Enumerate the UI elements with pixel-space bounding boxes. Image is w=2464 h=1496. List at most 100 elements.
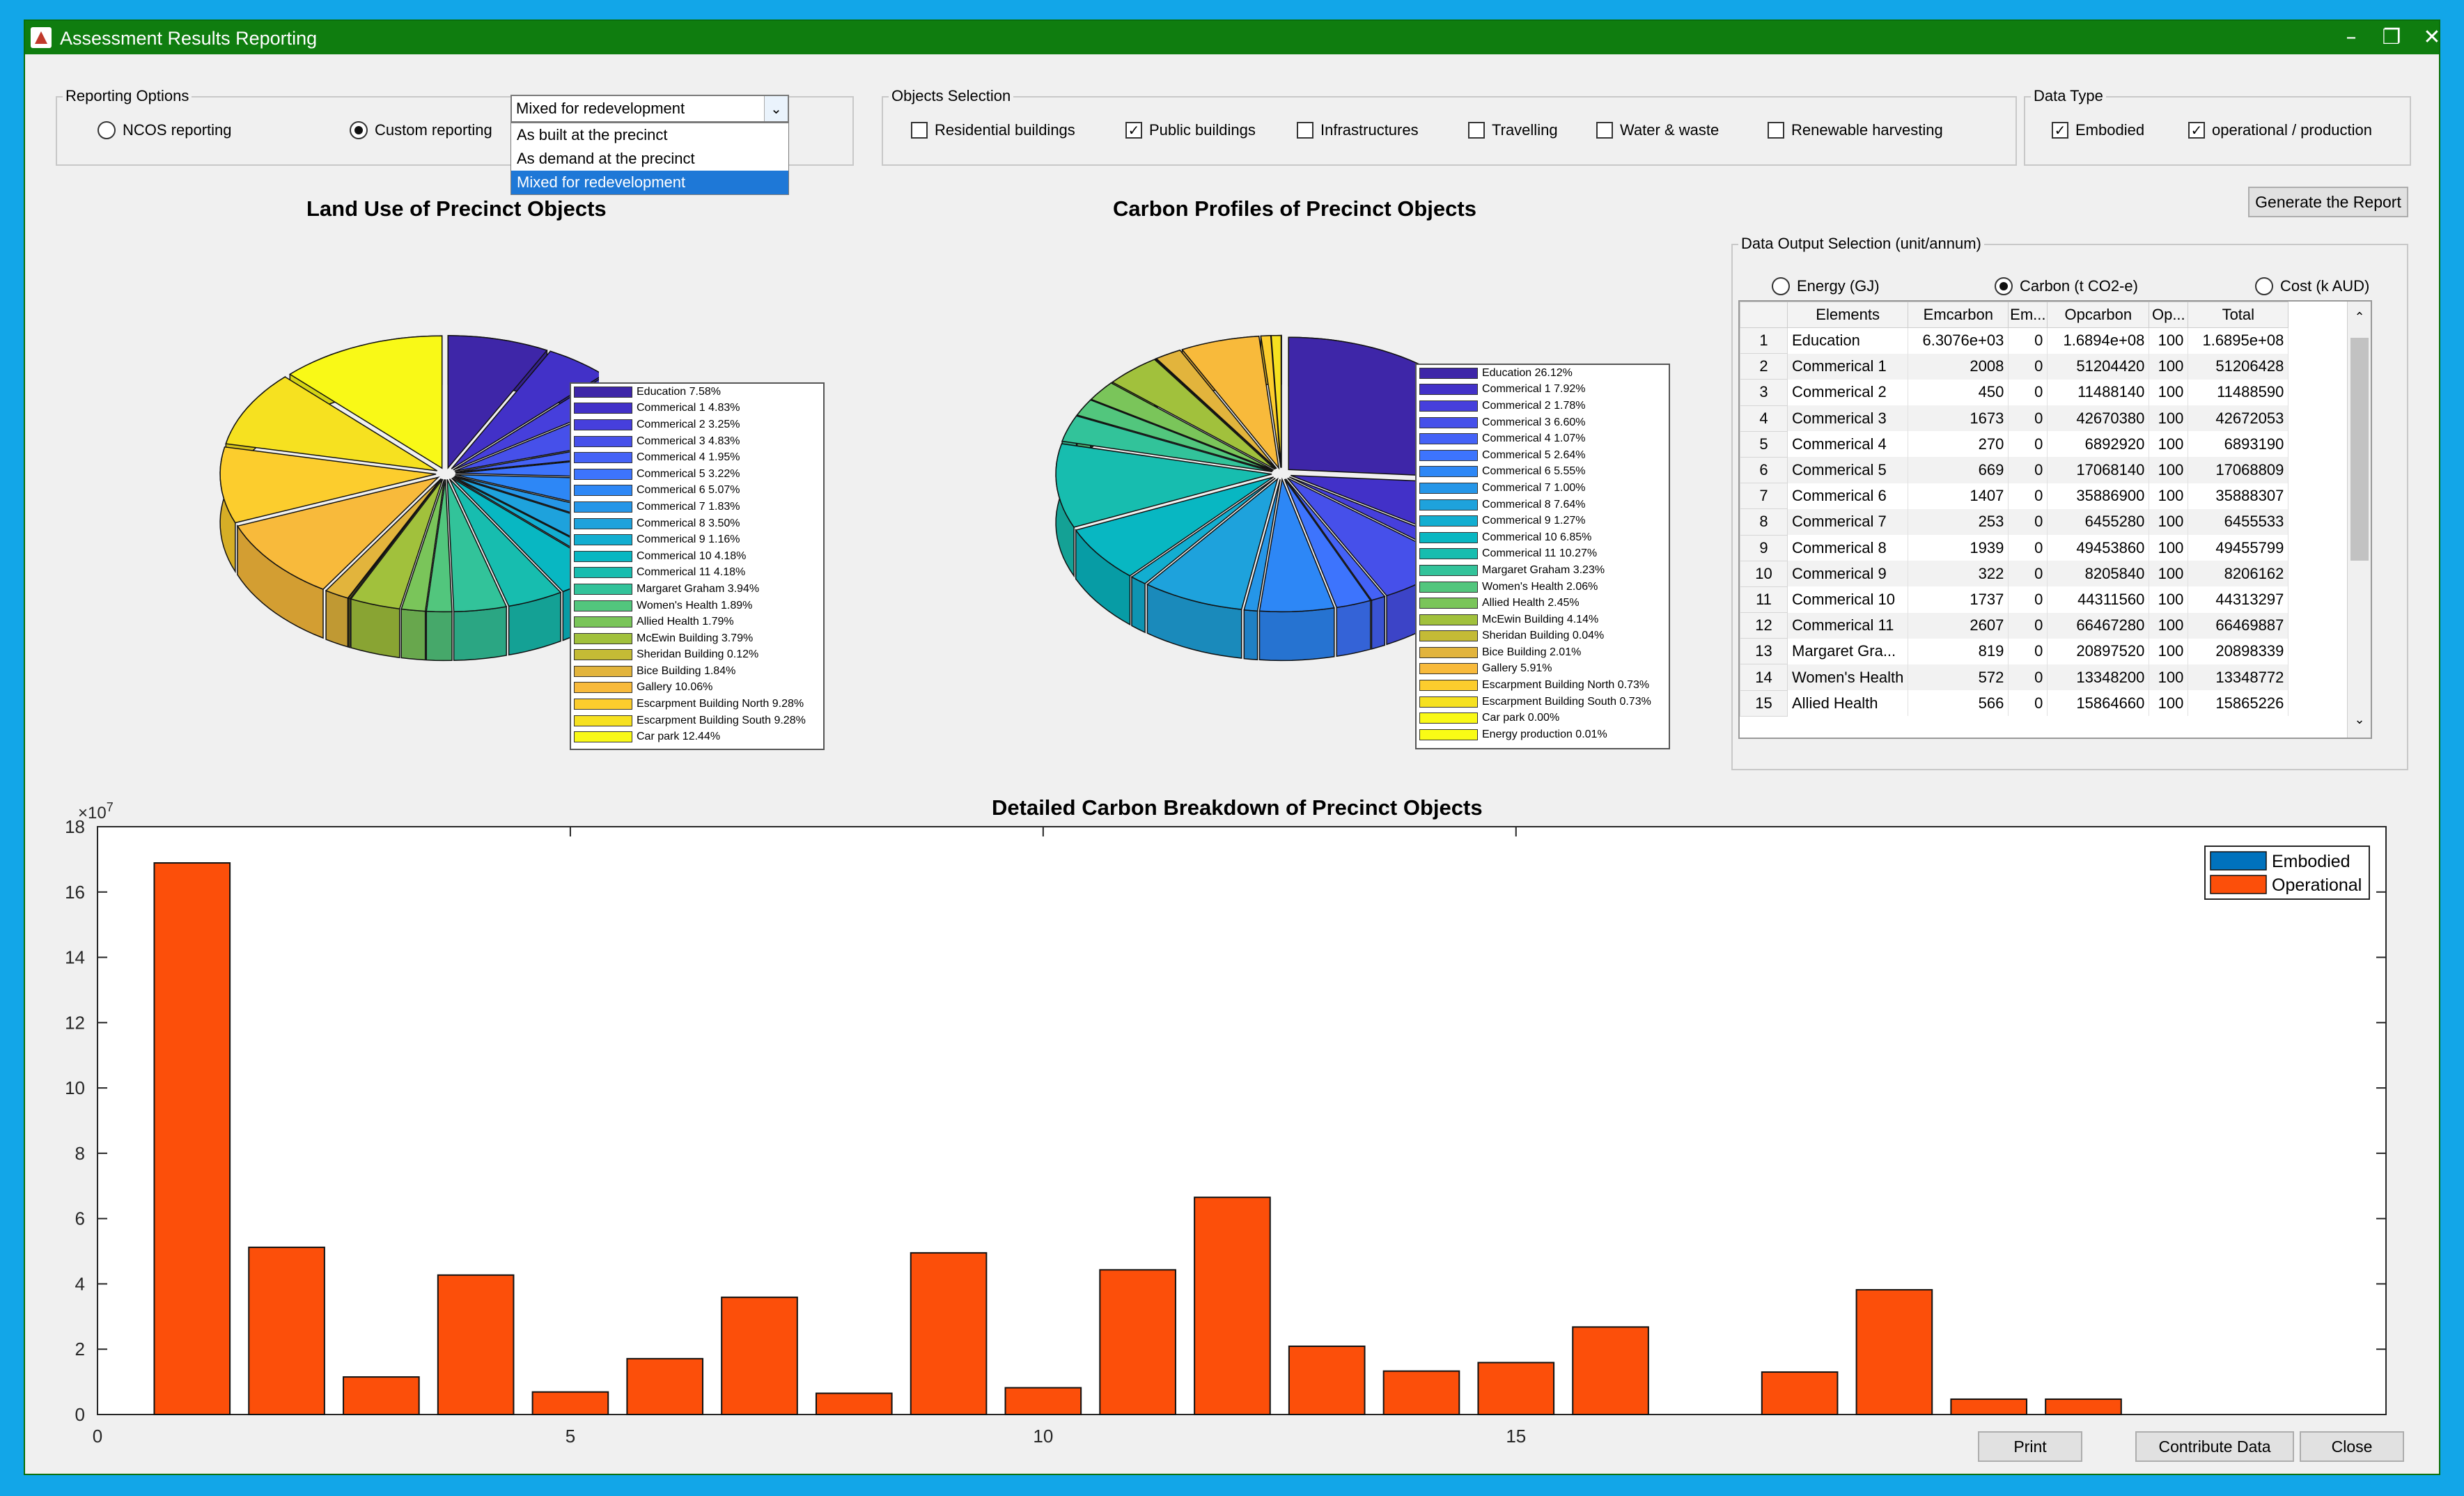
row-number-cell[interactable]: 1 (1740, 327, 1788, 354)
table-cell[interactable]: Commerical 3 (1787, 405, 1909, 432)
row-number-cell[interactable]: 7 (1740, 483, 1788, 510)
table-cell[interactable]: 819 (1908, 638, 2009, 664)
table-cell[interactable]: 11488590 (2188, 379, 2289, 406)
table-cell[interactable]: 6.3076e+03 (1908, 327, 2009, 354)
carbon-radio[interactable]: Carbon (t CO2-e) (1995, 277, 2138, 295)
table-row[interactable]: 1 Education 6.3076e+03 0 1.6894e+08 100 1.6895… (1740, 327, 2289, 354)
table-cell[interactable]: 0 (2008, 664, 2048, 691)
table-cell[interactable]: 100 (2149, 379, 2189, 406)
table-cell[interactable]: 0 (2008, 431, 2048, 458)
row-number-cell[interactable]: 3 (1740, 379, 1788, 406)
table-cell[interactable]: 44311560 (2047, 586, 2150, 613)
table-cell[interactable]: 100 (2149, 586, 2189, 613)
table-cell[interactable]: 1939 (1908, 535, 2009, 561)
contribute-data-button[interactable]: Contribute Data (2135, 1431, 2294, 1462)
results-table[interactable]: Elements Emcarbon Em... Opcarbon Op... T… (1738, 300, 2372, 739)
column-header[interactable]: Opcarbon (2047, 302, 2150, 328)
table-cell[interactable]: 44313297 (2188, 586, 2289, 613)
scroll-thumb[interactable] (2350, 338, 2369, 561)
table-cell[interactable]: 100 (2149, 535, 2189, 561)
table-cell[interactable]: 0 (2008, 561, 2048, 587)
table-row[interactable]: 6 Commerical 5 669 0 17068140 100 17068809 (1740, 456, 2289, 484)
table-cell[interactable]: 100 (2149, 431, 2189, 458)
column-header[interactable]: Op... (2149, 302, 2189, 328)
table-cell[interactable]: 0 (2008, 353, 2048, 380)
restore-icon[interactable]: ❐ (2382, 25, 2401, 49)
table-row[interactable]: 2 Commerical 1 2008 0 51204420 100 51206428 (1740, 353, 2289, 380)
table-cell[interactable]: 1.6895e+08 (2188, 327, 2289, 354)
table-cell[interactable]: Education (1787, 327, 1909, 354)
table-cell[interactable]: 100 (2149, 353, 2189, 380)
column-header[interactable]: Total (2188, 302, 2289, 328)
table-cell[interactable]: Margaret Gra... (1787, 638, 1909, 664)
radio-icon[interactable] (2255, 277, 2273, 295)
table-cell[interactable]: 0 (2008, 535, 2048, 561)
row-number-cell[interactable]: 14 (1740, 664, 1788, 691)
checkbox-icon[interactable] (911, 122, 928, 139)
operational-production-checkbox[interactable]: ✓ operational / production (2188, 121, 2372, 139)
table-cell[interactable]: 100 (2149, 327, 2189, 354)
table-cell[interactable]: 6455533 (2188, 508, 2289, 535)
table-cell[interactable]: Commerical 1 (1787, 353, 1909, 380)
table-cell[interactable]: 17068140 (2047, 457, 2150, 483)
table-cell[interactable]: 17068809 (2188, 457, 2289, 483)
table-cell[interactable]: 100 (2149, 690, 2189, 717)
print-button[interactable]: Print (1978, 1431, 2082, 1462)
renewable-harvesting-checkbox[interactable]: Renewable harvesting (1768, 121, 1943, 139)
table-cell[interactable]: 572 (1908, 664, 2009, 691)
table-cell[interactable]: 6455280 (2047, 508, 2150, 535)
public-buildings-checkbox[interactable]: ✓ Public buildings (1125, 121, 1256, 139)
embodied-checkbox[interactable]: ✓ Embodied (2052, 121, 2144, 139)
checkbox-icon[interactable] (1596, 122, 1613, 139)
table-cell[interactable]: 42672053 (2188, 405, 2289, 432)
table-cell[interactable]: 0 (2008, 483, 2048, 509)
table-cell[interactable]: 0 (2008, 405, 2048, 432)
table-cell[interactable]: 100 (2149, 664, 2189, 691)
table-cell[interactable]: 2607 (1908, 612, 2009, 639)
checkbox-icon[interactable] (1297, 122, 1313, 139)
table-cell[interactable]: 6892920 (2047, 431, 2150, 458)
table-row[interactable]: 13 Margaret Gra... 819 0 20897520 100 20898339 (1740, 638, 2289, 665)
table-cell[interactable]: 66469887 (2188, 612, 2289, 639)
table-row[interactable]: 15 Allied Health 566 0 15864660 100 15865226 (1740, 689, 2289, 717)
water-waste-checkbox[interactable]: Water & waste (1596, 121, 1719, 139)
table-cell[interactable]: 51206428 (2188, 353, 2289, 380)
table-cell[interactable]: Commerical 6 (1787, 483, 1909, 509)
table-cell[interactable]: 100 (2149, 457, 2189, 483)
table-cell[interactable]: Commerical 2 (1787, 379, 1909, 406)
table-cell[interactable]: 270 (1908, 431, 2009, 458)
table-cell[interactable]: 8206162 (2188, 561, 2289, 587)
table-cell[interactable]: 42670380 (2047, 405, 2150, 432)
scroll-down-icon[interactable]: ⌄ (2354, 712, 2365, 727)
close-window-icon[interactable]: ✕ (2423, 25, 2441, 49)
table-cell[interactable]: 100 (2149, 483, 2189, 509)
row-number-cell[interactable]: 4 (1740, 405, 1788, 432)
table-cell[interactable]: 11488140 (2047, 379, 2150, 406)
table-cell[interactable]: 100 (2149, 638, 2189, 664)
table-row[interactable]: 4 Commerical 3 1673 0 42670380 100 42672053 (1740, 405, 2289, 432)
minimize-icon[interactable]: – (2346, 25, 2357, 49)
table-row[interactable]: 10 Commerical 9 322 0 8205840 100 8206162 (1740, 560, 2289, 587)
table-row[interactable]: 9 Commerical 8 1939 0 49453860 100 49455799 (1740, 534, 2289, 561)
report-mode-dropdown[interactable]: Mixed for redevelopment ⌄ (510, 95, 789, 123)
chevron-down-icon[interactable]: ⌄ (764, 96, 788, 121)
table-cell[interactable]: 1407 (1908, 483, 2009, 509)
table-cell[interactable]: 566 (1908, 690, 2009, 717)
table-cell[interactable]: 66467280 (2047, 612, 2150, 639)
checkbox-icon[interactable] (1468, 122, 1485, 139)
table-cell[interactable]: 100 (2149, 612, 2189, 639)
checkbox-icon[interactable]: ✓ (2188, 122, 2205, 139)
table-cell[interactable]: 0 (2008, 327, 2048, 354)
row-number-cell[interactable]: 5 (1740, 430, 1788, 458)
table-cell[interactable]: Commerical 9 (1787, 561, 1909, 587)
table-cell[interactable]: 13348200 (2047, 664, 2150, 691)
table-cell[interactable]: 1.6894e+08 (2047, 327, 2150, 354)
table-row[interactable]: 12 Commerical 11 2607 0 66467280 100 66469887 (1740, 612, 2289, 639)
table-cell[interactable]: 35886900 (2047, 483, 2150, 509)
table-cell[interactable]: 20897520 (2047, 638, 2150, 664)
row-number-cell[interactable]: 11 (1740, 586, 1788, 614)
table-row[interactable]: 8 Commerical 7 253 0 6455280 100 6455533 (1740, 508, 2289, 536)
column-header[interactable]: Elements (1786, 302, 1909, 328)
dropdown-option[interactable]: As built at the precinct (517, 126, 668, 143)
table-row[interactable]: 14 Women's Health 572 0 13348200 100 13348772 (1740, 664, 2289, 691)
